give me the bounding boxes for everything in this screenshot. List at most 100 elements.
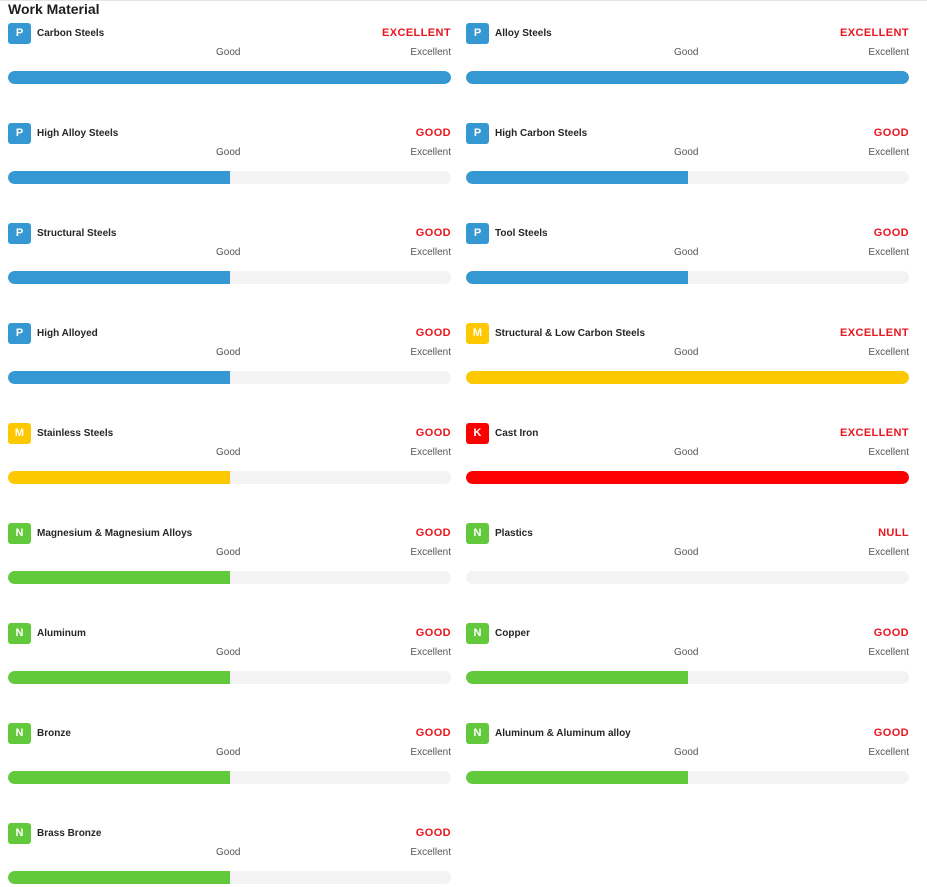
rating-label: GOOD	[415, 627, 451, 639]
rating-label: GOOD	[873, 227, 909, 239]
material-card: N Plastics NULL Good Excellent	[466, 521, 909, 587]
rating-bar-track	[8, 71, 451, 84]
iso-group-badge: N	[466, 623, 489, 644]
scale-label-good: Good	[674, 647, 699, 658]
material-card: P High Carbon Steels GOOD Good Excellent	[466, 121, 909, 187]
material-card: M Stainless Steels GOOD Good Excellent	[8, 421, 451, 487]
scale-label-good: Good	[674, 47, 699, 58]
material-card: P Structural Steels GOOD Good Excellent	[8, 221, 451, 287]
material-card: M Structural & Low Carbon Steels EXCELLENT…	[466, 321, 909, 387]
rating-bar-fill	[8, 571, 230, 584]
material-card: N Aluminum & Aluminum alloy GOOD Good Excell…	[466, 721, 909, 787]
rating-bar-track	[466, 271, 909, 284]
material-card: N Aluminum GOOD Good Excellent	[8, 621, 451, 687]
iso-group-badge: N	[8, 523, 31, 544]
scale-label-good: Good	[216, 47, 241, 58]
rating-label: EXCELLENT	[840, 27, 909, 39]
rating-label: GOOD	[873, 727, 909, 739]
material-name: Copper	[495, 628, 530, 639]
scale-label-good: Good	[216, 447, 241, 458]
scale-label-good: Good	[674, 347, 699, 358]
scale-label-excellent: Excellent	[868, 547, 909, 558]
material-name: Carbon Steels	[37, 28, 105, 39]
iso-group-badge: M	[466, 323, 489, 344]
rating-bar-fill	[8, 471, 230, 484]
material-name: Stainless Steels	[37, 428, 114, 439]
rating-label: GOOD	[415, 127, 451, 139]
scale-label-excellent: Excellent	[868, 147, 909, 158]
rating-bar-fill	[466, 771, 688, 784]
rating-bar-fill	[8, 271, 230, 284]
material-card: N Bronze GOOD Good Excellent	[8, 721, 451, 787]
rating-label: EXCELLENT	[840, 427, 909, 439]
iso-group-badge: N	[466, 723, 489, 744]
rating-bar-track	[466, 471, 909, 484]
rating-bar-fill	[8, 771, 230, 784]
scale-label-excellent: Excellent	[410, 247, 451, 258]
rating-bar-track	[8, 771, 451, 784]
iso-group-badge: N	[466, 523, 489, 544]
material-name: Bronze	[37, 728, 71, 739]
material-name: Structural Steels	[37, 228, 117, 239]
material-name: Aluminum	[37, 628, 86, 639]
material-name: High Alloy Steels	[37, 128, 119, 139]
scale-label-excellent: Excellent	[410, 647, 451, 658]
material-card: P High Alloy Steels GOOD Good Excellent	[8, 121, 451, 187]
rating-bar-track	[8, 671, 451, 684]
rating-bar-track	[466, 371, 909, 384]
rating-label: NULL	[878, 527, 909, 539]
rating-label: GOOD	[415, 427, 451, 439]
material-card: P Alloy Steels EXCELLENT Good Excellent	[466, 21, 909, 87]
iso-group-badge: P	[8, 223, 31, 244]
rating-bar-track	[466, 71, 909, 84]
page-title: Work Material	[8, 1, 100, 17]
rating-bar-track	[8, 571, 451, 584]
scale-label-good: Good	[216, 547, 241, 558]
scale-label-good: Good	[216, 247, 241, 258]
rating-label: GOOD	[873, 627, 909, 639]
rating-bar-track	[466, 771, 909, 784]
scale-label-excellent: Excellent	[868, 647, 909, 658]
rating-bar-track	[8, 171, 451, 184]
iso-group-badge: P	[8, 323, 31, 344]
rating-bar-fill	[466, 171, 688, 184]
scale-label-excellent: Excellent	[410, 347, 451, 358]
scale-label-excellent: Excellent	[868, 347, 909, 358]
scale-label-good: Good	[674, 447, 699, 458]
scale-label-good: Good	[674, 147, 699, 158]
material-name: Tool Steels	[495, 228, 548, 239]
rating-label: GOOD	[415, 527, 451, 539]
iso-group-badge: P	[8, 123, 31, 144]
material-name: Magnesium & Magnesium Alloys	[37, 528, 193, 539]
iso-group-badge: P	[466, 223, 489, 244]
iso-group-badge: P	[466, 123, 489, 144]
rating-bar-fill	[8, 371, 230, 384]
rating-bar-track	[8, 471, 451, 484]
material-card: N Brass Bronze GOOD Good Excellent	[8, 821, 451, 887]
rating-bar-track	[466, 571, 909, 584]
scale-label-excellent: Excellent	[410, 547, 451, 558]
rating-bar-fill	[8, 671, 230, 684]
rating-bar-fill	[466, 671, 688, 684]
rating-label: GOOD	[415, 227, 451, 239]
rating-bar-fill	[8, 871, 230, 884]
rating-bar-track	[8, 371, 451, 384]
rating-label: GOOD	[415, 827, 451, 839]
material-card: P Tool Steels GOOD Good Excellent	[466, 221, 909, 287]
material-card: K Cast Iron EXCELLENT Good Excellent	[466, 421, 909, 487]
material-card: N Magnesium & Magnesium Alloys GOOD Good Exc…	[8, 521, 451, 587]
iso-group-badge: P	[8, 23, 31, 44]
scale-label-excellent: Excellent	[410, 47, 451, 58]
material-name: High Carbon Steels	[495, 128, 588, 139]
rating-bar-fill	[466, 271, 688, 284]
material-name: Alloy Steels	[495, 28, 552, 39]
scale-label-good: Good	[216, 847, 241, 858]
rating-label: EXCELLENT	[840, 327, 909, 339]
rating-bar-fill	[466, 471, 909, 484]
rating-bar-track	[8, 271, 451, 284]
iso-group-badge: K	[466, 423, 489, 444]
rating-bar-track	[8, 871, 451, 884]
rating-bar-fill	[8, 171, 230, 184]
scale-label-excellent: Excellent	[868, 47, 909, 58]
material-name: High Alloyed	[37, 328, 98, 339]
